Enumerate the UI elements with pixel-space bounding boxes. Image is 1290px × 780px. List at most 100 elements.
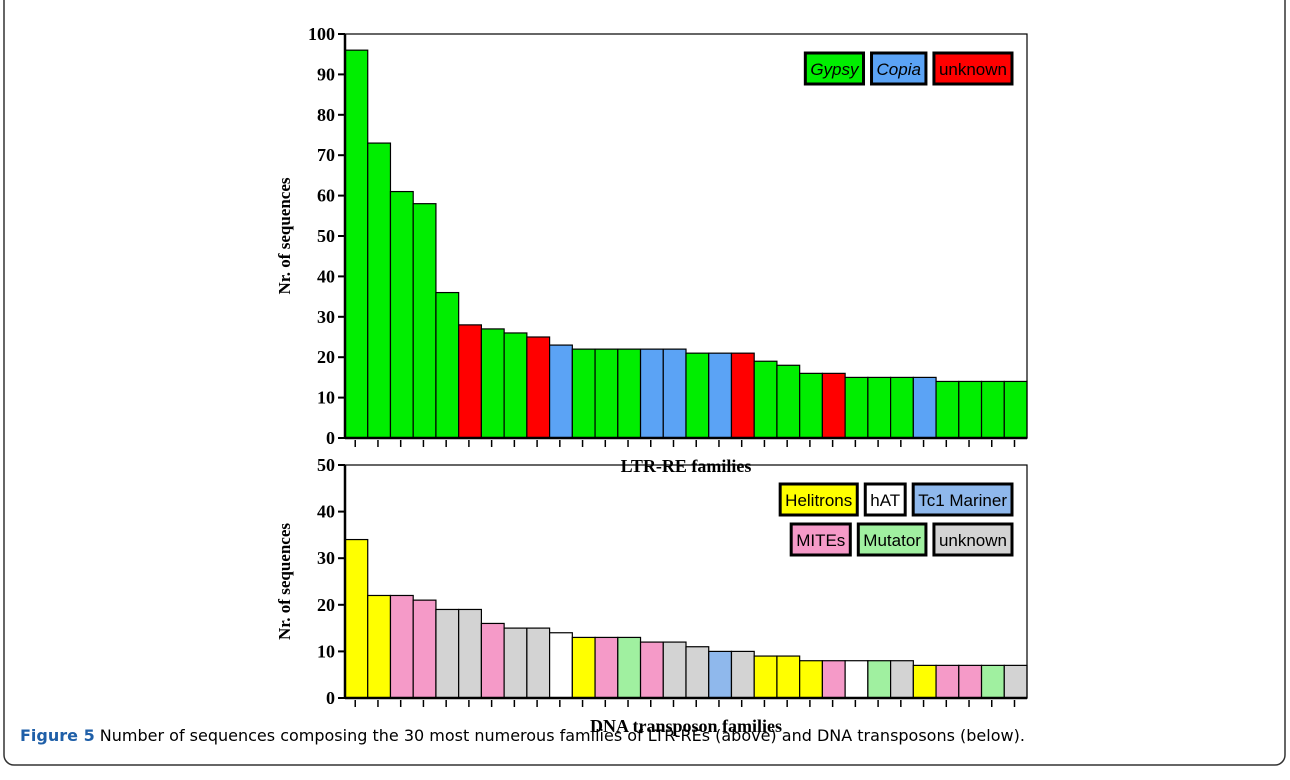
legend-label: hAT: [870, 491, 900, 510]
bar: [912, 376, 937, 439]
bar: [935, 380, 960, 439]
bar: [867, 660, 892, 699]
bar: [799, 372, 824, 439]
bar: [480, 622, 505, 699]
y-tick-label: 50: [317, 455, 335, 475]
bar: [662, 348, 687, 439]
bar: [980, 380, 1005, 439]
bar: [571, 636, 596, 699]
caption: Figure 5 Number of sequences composing t…: [20, 726, 1025, 745]
y-tick-label: 30: [317, 307, 335, 327]
bar: [617, 348, 642, 439]
bar: [708, 650, 733, 699]
bar: [367, 142, 392, 439]
bar: [958, 664, 983, 699]
y-tick-label: 60: [317, 186, 335, 206]
bar: [889, 376, 914, 439]
y-tick-label: 90: [317, 64, 335, 84]
legend-label: Gypsy: [810, 60, 860, 79]
bar: [503, 332, 528, 439]
bar: [344, 49, 369, 439]
bar: [662, 641, 687, 699]
legend-swatch: [803, 51, 866, 86]
bar: [821, 372, 846, 439]
bar: [480, 328, 505, 439]
y-tick-label: 0: [326, 428, 335, 448]
bar: [458, 608, 482, 699]
bar: [435, 291, 460, 439]
bar: [730, 352, 755, 439]
bar: [867, 376, 892, 439]
bar: [526, 336, 551, 439]
bar: [435, 608, 460, 699]
bar: [389, 190, 414, 439]
bar: [844, 660, 869, 699]
bar: [548, 632, 573, 699]
y-tick-label: 20: [317, 347, 335, 367]
bar: [935, 664, 960, 699]
y-tick-label: 80: [317, 105, 335, 125]
bar: [548, 344, 573, 439]
bar: [958, 380, 983, 439]
bar: [639, 348, 664, 439]
bar: [912, 664, 937, 699]
bar: [389, 594, 414, 699]
y-tick-label: 10: [317, 641, 335, 661]
legend-swatch: [863, 482, 907, 517]
bar: [367, 594, 392, 699]
bar: [730, 650, 755, 699]
bar: [776, 364, 801, 439]
bar: [753, 360, 778, 439]
bar: [344, 538, 369, 699]
legend-label: Mutator: [863, 531, 921, 550]
bar: [980, 664, 1005, 699]
bar: [571, 348, 596, 439]
bar: [708, 352, 733, 439]
x-axis-label: LTR-RE families: [621, 456, 752, 476]
legend-label: Tc1 Mariner: [918, 491, 1007, 510]
bar: [1003, 380, 1028, 439]
y-tick-label: 20: [317, 595, 335, 615]
bar: [526, 627, 551, 699]
bar: [799, 660, 824, 699]
legend-swatch: [932, 51, 1014, 86]
legend-label: MITEs: [796, 531, 845, 550]
caption-label: Figure 5: [20, 726, 95, 745]
bar: [639, 641, 664, 699]
legend-label: Helitrons: [785, 491, 852, 510]
y-axis-label: Nr. of sequences: [275, 523, 294, 640]
bar: [503, 627, 528, 699]
x-axis-label: DNA transposon families: [590, 716, 782, 736]
legend-swatch: [870, 51, 928, 86]
bar: [889, 660, 914, 699]
y-tick-label: 40: [317, 502, 335, 522]
y-tick-label: 0: [326, 688, 335, 708]
y-tick-label: 50: [317, 226, 335, 246]
bar: [458, 324, 482, 439]
bar: [412, 599, 437, 699]
legend-swatch: [932, 522, 1014, 557]
y-axis-label: Nr. of sequences: [275, 177, 294, 294]
legend-label: unknown: [939, 60, 1007, 79]
y-tick-label: 40: [317, 266, 335, 286]
frame: [3, 0, 1286, 766]
bar: [412, 203, 437, 439]
bar: [594, 636, 619, 699]
bar: [844, 376, 869, 439]
y-tick-label: 30: [317, 548, 335, 568]
bar: [685, 352, 710, 439]
y-tick-label: 100: [308, 24, 335, 44]
bar: [685, 646, 710, 699]
bar: [753, 655, 778, 699]
bar: [617, 636, 642, 699]
bar: [821, 660, 846, 699]
legend-swatch: [856, 522, 928, 557]
legend-swatch: [778, 482, 859, 517]
legend-swatch: [789, 522, 852, 557]
bar: [776, 655, 801, 699]
y-tick-label: 70: [317, 145, 335, 165]
legend-swatch: [911, 482, 1014, 517]
caption-text: Number of sequences composing the 30 mos…: [99, 726, 1025, 745]
